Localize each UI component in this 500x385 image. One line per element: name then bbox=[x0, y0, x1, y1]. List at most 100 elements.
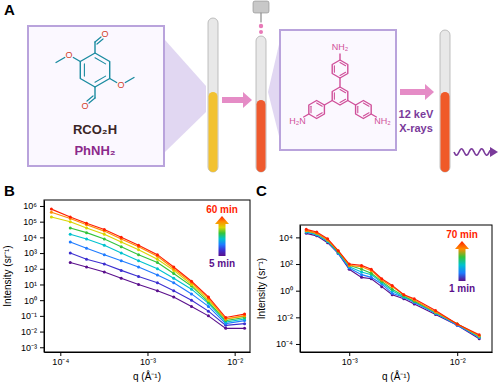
x-axis-tick-mark bbox=[457, 352, 458, 356]
figure-root: AOOOORCO₂HPhNH₂NH₂NH₂H₂N12 keVX-rays10⁻⁴… bbox=[0, 0, 500, 385]
data-point bbox=[69, 215, 72, 218]
tube-2 bbox=[256, 36, 266, 172]
x-axis-tick-mark bbox=[60, 352, 61, 356]
data-point bbox=[190, 299, 193, 302]
y-axis-tick-label: 10⁵ bbox=[23, 217, 37, 227]
y-axis-tick-label: 10⁰ bbox=[280, 286, 293, 296]
y-axis: 10⁻⁴10⁻²10⁰10²10⁴ bbox=[276, 226, 300, 353]
data-point bbox=[337, 249, 340, 252]
atom-label: NH₂ bbox=[374, 116, 391, 126]
data-point bbox=[207, 314, 210, 317]
data-point bbox=[337, 249, 340, 252]
series-line bbox=[51, 212, 244, 319]
data-point bbox=[120, 245, 123, 248]
panel-c: 10⁻³10⁻²10⁻⁴10⁻²10⁰10²10⁴Cq (Å⁻¹)Intensi… bbox=[256, 182, 493, 382]
x-axis-tick: 10⁻² bbox=[227, 352, 243, 367]
y-axis-tick: 10¹ bbox=[24, 280, 44, 290]
data-point bbox=[120, 252, 123, 255]
y-axis-tick-mark bbox=[40, 253, 44, 254]
data-point bbox=[243, 313, 246, 316]
data-point bbox=[207, 310, 210, 313]
data-point bbox=[156, 289, 159, 292]
data-point bbox=[190, 280, 193, 283]
funnel bbox=[268, 40, 280, 140]
data-point bbox=[85, 222, 88, 225]
data-point bbox=[69, 220, 72, 223]
tube-glass bbox=[208, 18, 218, 172]
bond bbox=[94, 42, 95, 53]
data-point bbox=[137, 275, 140, 278]
y-axis-tick-label: 10² bbox=[280, 259, 293, 269]
data-point bbox=[69, 261, 72, 264]
data-point bbox=[85, 237, 88, 240]
atom-label: NH₂ bbox=[332, 42, 349, 52]
colorbar-arrow bbox=[215, 216, 229, 256]
panel-label: A bbox=[4, 1, 15, 18]
reagent-box bbox=[28, 26, 164, 166]
y-axis-tick-mark bbox=[40, 316, 44, 317]
x-axis-tick: 10⁻³ bbox=[140, 352, 156, 367]
series bbox=[50, 211, 246, 321]
data-point bbox=[103, 270, 106, 273]
data-point bbox=[85, 265, 88, 268]
data-point bbox=[120, 236, 123, 239]
data-point bbox=[224, 316, 227, 319]
syringe-needle bbox=[260, 13, 261, 22]
data-point bbox=[103, 263, 106, 266]
data-point bbox=[360, 268, 363, 271]
reagent-text: RCO₂H bbox=[73, 122, 117, 137]
funnel bbox=[165, 40, 206, 152]
data-point bbox=[402, 293, 405, 296]
data-point bbox=[391, 292, 394, 295]
y-axis-tick: 10² bbox=[24, 264, 44, 274]
bond bbox=[56, 58, 65, 63]
x-axis-tick-mark bbox=[349, 352, 350, 356]
dialdehyde: OOOO bbox=[56, 29, 134, 111]
y-axis-tick: 10³ bbox=[24, 248, 44, 258]
y-axis-tick: 10² bbox=[280, 259, 300, 269]
y-axis-tick-mark bbox=[40, 206, 44, 207]
y-axis-tick-mark bbox=[40, 237, 44, 238]
y-axis-tick: 10⁻² bbox=[21, 327, 44, 337]
data-point bbox=[103, 228, 106, 231]
colorbar-label: 60 min bbox=[206, 204, 238, 215]
bond bbox=[97, 39, 103, 44]
bond bbox=[339, 54, 340, 60]
plot-area bbox=[50, 208, 246, 330]
data-point bbox=[413, 297, 416, 300]
data-point bbox=[190, 292, 193, 295]
triamine-ring bbox=[309, 101, 325, 119]
data-point bbox=[69, 241, 72, 244]
data-point bbox=[120, 241, 123, 244]
x-axis-tick-label: 10⁻³ bbox=[342, 357, 358, 367]
triamine-core-double-bond bbox=[340, 90, 346, 93]
data-point bbox=[103, 253, 106, 256]
data-point bbox=[103, 244, 106, 247]
data-point bbox=[360, 271, 363, 274]
colorbar-label: 5 min bbox=[209, 258, 235, 269]
y-axis-tick-label: 10⁻³ bbox=[21, 343, 37, 353]
x-axis-title: q (Å⁻¹) bbox=[382, 370, 410, 382]
y-axis-tick-mark bbox=[40, 347, 44, 348]
plot-frame bbox=[44, 200, 250, 352]
panel-a: AOOOORCO₂HPhNH₂NH₂NH₂H₂N12 keVX-rays bbox=[4, 1, 498, 172]
y-axis-title: Intensity (sr⁻¹) bbox=[256, 258, 267, 319]
tube-glass bbox=[256, 36, 266, 172]
bond bbox=[125, 78, 134, 83]
tube-1 bbox=[208, 18, 218, 172]
series bbox=[305, 229, 481, 337]
data-point bbox=[137, 259, 140, 262]
panel-label: B bbox=[4, 182, 15, 199]
data-point bbox=[370, 268, 373, 271]
syringe bbox=[253, 1, 269, 13]
y-axis-tick-label: 10⁰ bbox=[24, 296, 37, 306]
x-axis: 10⁻³10⁻² bbox=[301, 352, 493, 367]
data-point bbox=[85, 231, 88, 234]
series bbox=[305, 229, 481, 337]
atom-label: O bbox=[66, 50, 73, 60]
y-axis-tick: 10⁻¹ bbox=[21, 311, 44, 321]
data-point bbox=[172, 289, 175, 292]
data-point bbox=[50, 208, 53, 211]
triamine-ring-double-bond bbox=[317, 103, 323, 106]
x-axis-tick-label: 10⁻² bbox=[227, 357, 243, 367]
